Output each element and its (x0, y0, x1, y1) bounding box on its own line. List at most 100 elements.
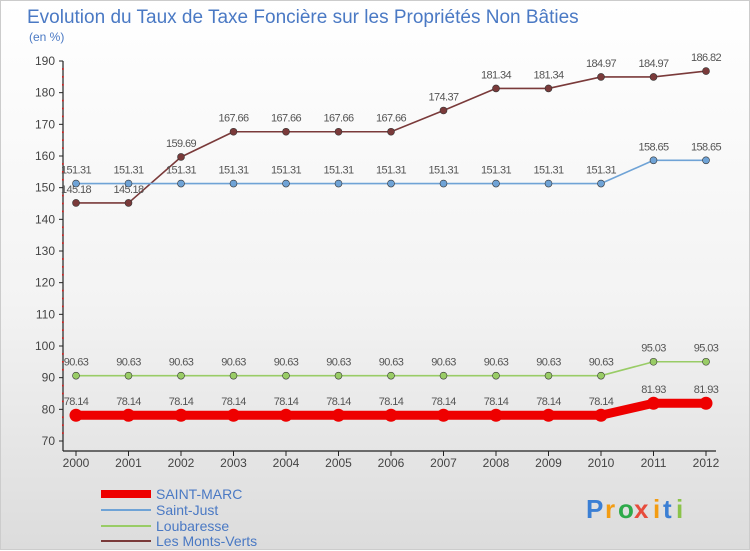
data-point-loubaresse (492, 371, 500, 380)
y-tick-label: 90 (42, 371, 56, 385)
data-point-saint-just (597, 179, 605, 188)
data-label-saint-just: 151.31 (113, 165, 144, 177)
data-label-loubaresse: 90.63 (431, 357, 456, 369)
data-point-loubaresse (72, 371, 80, 380)
data-point-saint-marc (174, 408, 188, 422)
data-label-saint-marc: 78.14 (64, 396, 89, 408)
data-point-les-monts-verts (124, 199, 133, 207)
data-point-loubaresse (597, 371, 605, 380)
y-minor-tick (62, 202, 64, 205)
y-minor-tick (62, 273, 64, 276)
data-point-loubaresse (334, 371, 343, 380)
legend-label-loubaresse: Loubaresse (156, 518, 229, 534)
y-minor-tick (62, 392, 64, 395)
data-point-saint-just (492, 179, 500, 188)
data-label-loubaresse: 90.63 (221, 357, 246, 369)
data-label-saint-marc: 78.14 (431, 396, 456, 408)
data-point-saint-just (702, 156, 710, 165)
data-label-les-monts-verts: 167.66 (218, 113, 249, 125)
x-tick-label: 2009 (535, 456, 562, 470)
logo-letter: i (653, 494, 660, 524)
data-label-loubaresse: 90.63 (169, 357, 194, 369)
x-tick-label: 2010 (588, 456, 615, 470)
data-label-saint-marc: 78.14 (169, 396, 194, 408)
data-label-les-monts-verts: 145.18 (61, 184, 92, 196)
logo-letter: o (618, 494, 634, 524)
data-label-les-monts-verts: 145.18 (113, 184, 144, 196)
data-point-saint-just (544, 179, 553, 188)
axes: 70 80 90 100 110 120 130 140 150 160 170 180 190 2000… (35, 54, 720, 470)
x-tick-label: 2003 (220, 456, 247, 470)
y-minor-tick (62, 297, 64, 300)
data-label-loubaresse: 90.63 (116, 357, 141, 369)
data-point-loubaresse (649, 357, 658, 366)
data-label-saint-just: 151.31 (218, 165, 249, 177)
data-point-les-monts-verts (229, 127, 238, 136)
y-tick-label: 190 (35, 54, 55, 68)
data-label-loubaresse: 90.63 (379, 357, 404, 369)
y-tick-label: 170 (35, 117, 55, 131)
x-tick-label: 2004 (273, 456, 300, 470)
y-minor-tick (62, 115, 64, 118)
data-label-les-monts-verts: 181.34 (533, 69, 564, 81)
data-point-saint-marc (69, 408, 83, 422)
series-loubaresse: 90.63 90.63 90.63 90.63 90.63 90.63 90.63 90.63… (64, 343, 719, 380)
data-point-saint-marc (647, 396, 660, 410)
y-minor-tick (62, 424, 64, 426)
data-label-saint-marc: 78.14 (116, 396, 141, 408)
y-minor-tick (62, 83, 64, 86)
y-minor-tick (62, 194, 64, 197)
data-label-saint-marc: 78.14 (484, 396, 509, 408)
y-minor-tick (62, 68, 64, 70)
y-minor-tick (62, 289, 64, 292)
legend-label-saint-marc: SAINT-MARC (156, 486, 242, 502)
data-label-saint-marc: 81.93 (694, 384, 719, 396)
data-label-loubaresse: 90.63 (536, 357, 561, 369)
data-point-saint-marc (594, 408, 608, 422)
x-tick-label: 2008 (483, 456, 510, 470)
data-label-loubaresse: 90.63 (326, 357, 351, 369)
data-point-saint-marc (332, 408, 345, 422)
x-tick-label: 2001 (115, 456, 142, 470)
data-point-saint-marc (122, 408, 135, 422)
y-minor-tick (62, 416, 64, 419)
y-minor-tick (62, 368, 64, 371)
data-point-loubaresse (387, 371, 395, 380)
data-label-saint-just: 151.31 (428, 165, 459, 177)
data-label-les-monts-verts: 174.37 (428, 91, 459, 103)
data-label-les-monts-verts: 184.97 (586, 58, 617, 70)
data-label-les-monts-verts: 186.82 (691, 52, 722, 64)
data-point-loubaresse (177, 371, 185, 380)
series-saint-just: 151.31 151.31 151.31 151.31 151.31 151.31 151.… (61, 141, 722, 188)
data-point-loubaresse (282, 371, 290, 380)
data-point-saint-marc (384, 408, 398, 422)
data-label-saint-just: 151.31 (533, 165, 564, 177)
y-tick-label: 160 (35, 149, 55, 163)
data-point-les-monts-verts (544, 84, 553, 93)
data-label-les-monts-verts: 184.97 (638, 58, 669, 70)
data-point-les-monts-verts (282, 127, 290, 136)
data-label-les-monts-verts: 167.66 (323, 113, 354, 125)
y-minor-tick (62, 163, 64, 165)
data-point-loubaresse (229, 371, 238, 380)
data-label-loubaresse: 90.63 (64, 357, 89, 369)
data-point-saint-just (439, 179, 448, 188)
data-label-loubaresse: 95.03 (641, 343, 666, 355)
data-label-loubaresse: 90.63 (484, 357, 509, 369)
data-label-saint-just: 158.65 (638, 141, 669, 153)
data-label-saint-marc: 78.14 (379, 396, 404, 408)
y-tick-label: 120 (35, 276, 55, 290)
data-label-les-monts-verts: 167.66 (376, 113, 407, 125)
y-minor-tick (62, 131, 64, 134)
y-tick-label: 140 (35, 212, 55, 226)
logo-letter: x (634, 494, 649, 524)
y-minor-tick (62, 139, 64, 141)
data-label-saint-marc: 78.14 (536, 396, 561, 408)
data-point-saint-just (334, 179, 343, 188)
x-tick-label: 2012 (693, 456, 720, 470)
y-tick-label: 80 (42, 402, 56, 416)
data-label-saint-just: 151.31 (271, 165, 302, 177)
